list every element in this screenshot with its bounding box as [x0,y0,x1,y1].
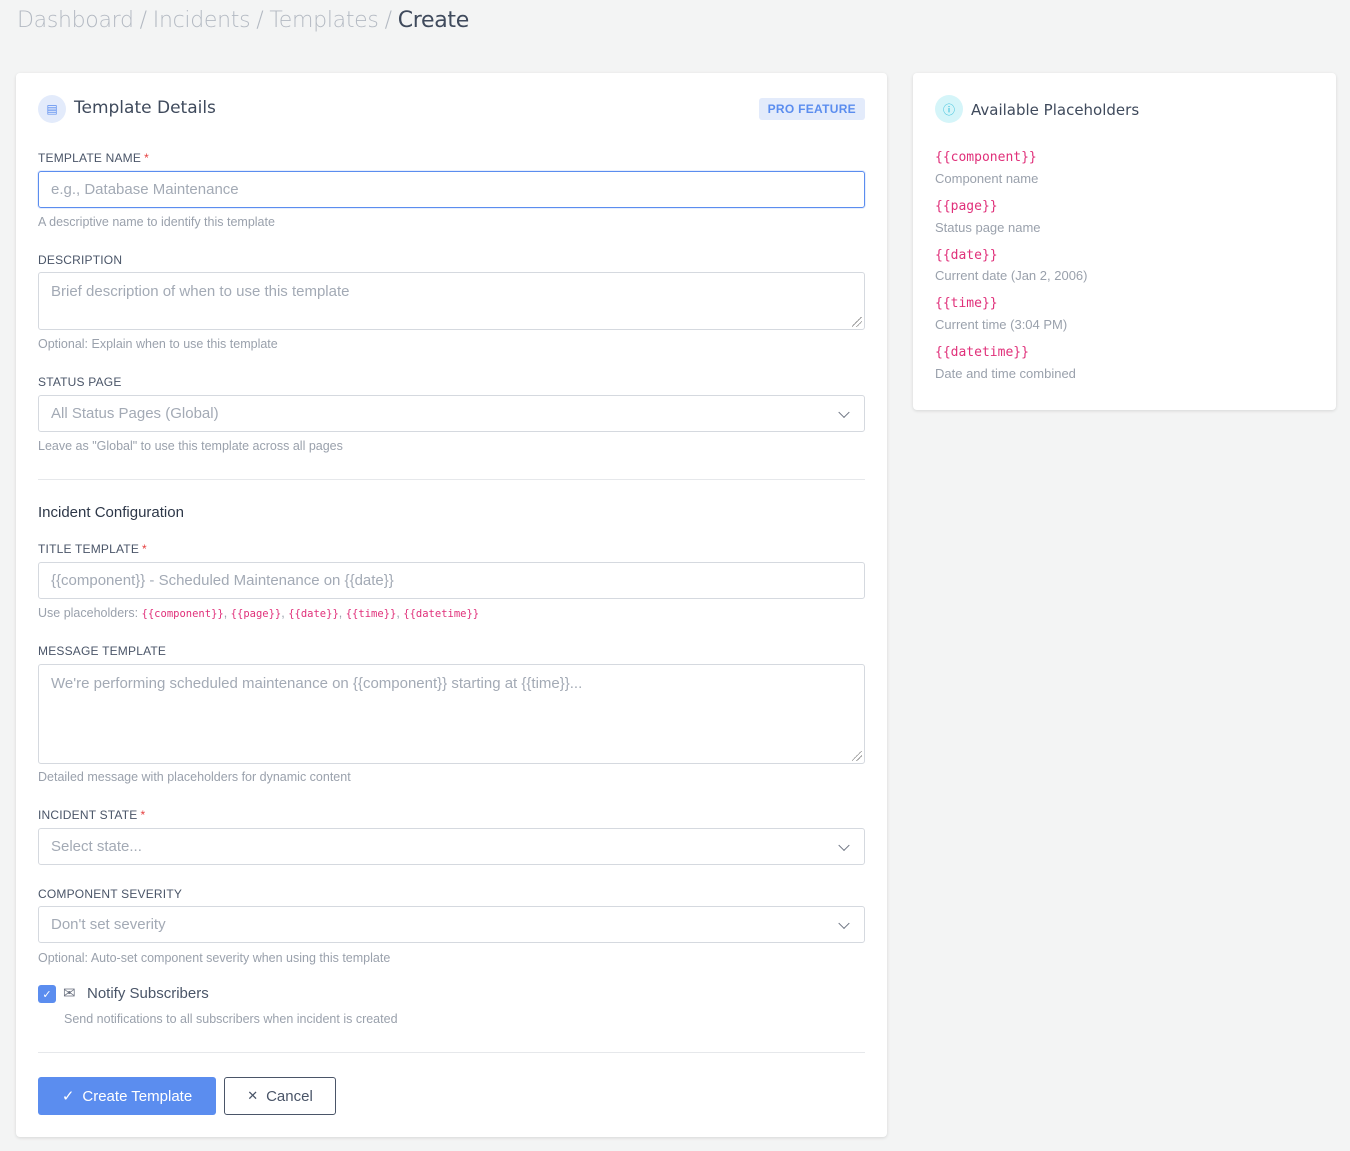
message-template-label: MESSAGE TEMPLATE [38,644,167,658]
title-template-input[interactable]: {{component}} - Scheduled Maintenance on… [38,562,865,599]
breadcrumb-separator: / [384,8,392,33]
template-name-label: TEMPLATE NAME * [38,151,149,165]
placeholders-card: ⓘ Available Placeholders {{component}} C… [913,73,1336,410]
chevron-down-icon [838,839,850,851]
notify-label[interactable]: Notify Subscribers [87,985,209,1002]
divider [38,1052,865,1053]
status-page-label: STATUS PAGE [38,375,122,389]
breadcrumb-dashboard[interactable]: Dashboard [17,8,134,33]
description-label: DESCRIPTION [38,253,123,267]
severity-select[interactable]: Don't set severity [38,906,865,943]
placeholder-desc: Current time (3:04 PM) [935,317,1068,332]
breadcrumb-templates[interactable]: Templates [269,8,379,33]
status-page-select[interactable]: All Status Pages (Global) [38,395,865,432]
breadcrumb-current: Create [397,8,470,33]
section-title: Incident Configuration [38,504,184,521]
placeholder-name: {{component}} [935,150,1037,165]
template-name-help: A descriptive name to identify this temp… [38,215,275,229]
template-name-input[interactable]: e.g., Database Maintenance [38,171,865,208]
divider [38,479,865,480]
notify-help: Send notifications to all subscribers wh… [64,1012,398,1026]
close-icon: ✕ [247,1088,259,1103]
placeholder-desc: Component name [935,171,1039,186]
help-circle-icon: ⓘ [935,95,963,123]
resize-handle[interactable] [852,751,862,761]
description-help: Optional: Explain when to use this templ… [38,337,278,351]
placeholder-name: {{date}} [935,248,998,263]
message-template-textarea[interactable]: We're performing scheduled maintenance o… [38,664,865,764]
card-title: Available Placeholders [971,101,1140,119]
document-icon: ▤ [38,95,66,123]
check-icon: ✓ [61,1088,75,1105]
envelope-icon: ✉ [63,985,76,1002]
placeholder-name: {{datetime}} [935,345,1029,360]
card-title: Template Details [74,98,216,118]
title-template-help: Use placeholders: {{component}}, {{page}… [38,606,480,620]
incident-state-label: INCIDENT STATE * [38,808,146,822]
breadcrumb-separator: / [139,8,147,33]
chevron-down-icon [838,406,850,418]
placeholder-desc: Date and time combined [935,366,1076,381]
placeholder-name: {{time}} [935,296,998,311]
breadcrumb: Dashboard / Incidents / Templates / Create [17,8,469,33]
create-template-button[interactable]: ✓ Create Template [38,1077,216,1115]
severity-label: COMPONENT SEVERITY [38,887,183,901]
template-details-card: ▤ Template Details PRO FEATURE TEMPLATE … [16,73,887,1137]
notify-checkbox[interactable]: ✓ [38,985,56,1003]
placeholder-desc: Current date (Jan 2, 2006) [935,268,1088,283]
severity-help: Optional: Auto-set component severity wh… [38,951,391,965]
breadcrumb-incidents[interactable]: Incidents [152,8,251,33]
description-textarea[interactable]: Brief description of when to use this te… [38,272,865,330]
cancel-button[interactable]: ✕ Cancel [224,1077,336,1115]
breadcrumb-separator: / [256,8,264,33]
pro-feature-badge: PRO FEATURE [758,98,865,120]
placeholder-name: {{page}} [935,199,998,214]
title-template-label: TITLE TEMPLATE * [38,542,147,556]
status-page-help: Leave as "Global" to use this template a… [38,439,343,453]
resize-handle[interactable] [852,317,862,327]
placeholder-desc: Status page name [935,220,1041,235]
message-template-help: Detailed message with placeholders for d… [38,770,351,784]
chevron-down-icon [838,917,850,929]
incident-state-select[interactable]: Select state... [38,828,865,865]
